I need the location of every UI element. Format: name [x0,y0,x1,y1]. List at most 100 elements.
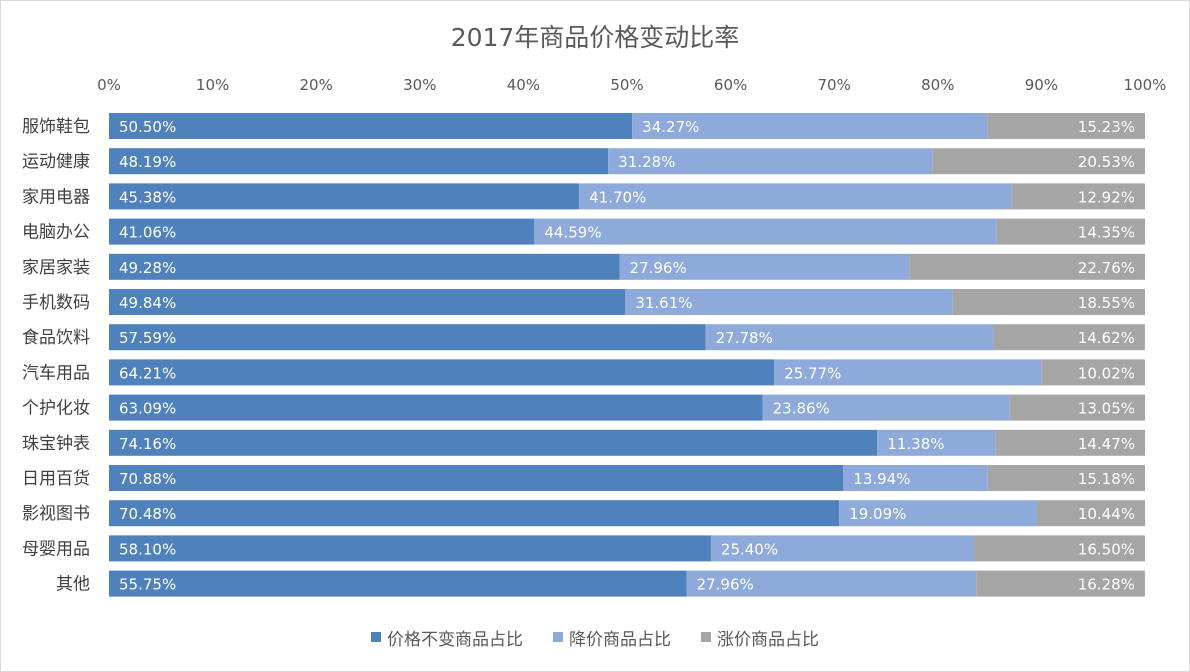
category-label: 家用电器 [22,187,90,207]
data-label: 25.40% [721,540,778,558]
x-tick-label: 70% [818,76,851,94]
bar-segment [534,218,997,245]
bar-segment [109,253,620,280]
bar-segment [109,218,535,245]
x-tick-label: 90% [1025,76,1058,94]
data-label: 23.86% [773,400,830,418]
data-label: 12.92% [1078,188,1135,206]
legend-swatch [371,632,381,642]
bar-segment [686,570,977,597]
data-label: 48.19% [119,153,176,171]
category-label: 日用百货 [22,469,90,489]
bar-segment [109,500,840,527]
data-label: 50.50% [119,118,176,136]
x-tick-label: 80% [921,76,954,94]
bar-segment [839,500,1037,527]
bar-segment [1041,359,1145,386]
bar-segment [1011,183,1145,210]
category-label: 电脑办公 [22,223,90,243]
data-label: 31.28% [618,153,675,171]
data-label: 57.59% [119,329,176,347]
data-label: 25.77% [784,364,841,382]
x-tick-label: 0% [97,76,121,94]
bar-segment [974,535,1145,562]
x-tick-label: 40% [507,76,540,94]
data-label: 55.75% [119,576,176,594]
bars [109,113,1146,597]
data-label: 41.70% [589,188,646,206]
data-label: 13.05% [1078,400,1135,418]
bar-segment [993,324,1145,351]
bar-segment [109,535,711,562]
data-label: 27.78% [716,329,773,347]
bar-segment [705,324,994,351]
legend-swatch [701,632,711,642]
bar-segment [109,570,687,597]
bar-segment [109,324,706,351]
category-label: 运动健康 [22,152,90,172]
legend-swatch [553,632,563,642]
bar-segment [625,289,953,315]
data-label: 34.27% [642,118,699,136]
bar-segment [1036,500,1146,527]
category-label: 其他 [56,575,90,595]
data-label: 64.21% [119,364,176,382]
x-tick-label: 20% [300,76,333,94]
data-label: 70.88% [119,470,176,488]
data-label: 22.76% [1078,259,1135,277]
category-label: 母婴用品 [22,539,90,559]
bar-segment [877,429,996,456]
legend: 价格不变商品占比 降价商品占比 涨价商品占比 [371,630,819,650]
bar-segment [109,183,580,210]
bar-segment [109,289,626,315]
category-label: 手机数码 [22,293,90,313]
data-label: 63.09% [119,400,176,418]
data-label: 18.55% [1078,294,1135,312]
data-labels: 50.50% 34.27% 15.23% 48.19% 31.28% 20.53% 45.3… [119,118,1135,594]
data-label: 14.35% [1078,224,1135,242]
bar-segment [109,148,609,175]
category-label: 家居家装 [22,258,90,278]
legend-label: 涨价商品占比 [717,630,819,650]
category-label: 服饰鞋包 [22,117,90,137]
data-label: 58.10% [119,540,176,558]
data-label: 14.62% [1078,329,1135,347]
bar-segment [774,359,1042,386]
data-label: 31.61% [635,294,692,312]
legend-label: 价格不变商品占比 [387,630,523,650]
data-label: 45.38% [119,188,176,206]
category-label: 食品饮料 [22,328,90,348]
data-label: 16.50% [1078,540,1135,558]
bar-segment [932,148,1145,175]
data-label: 10.44% [1078,505,1135,523]
x-axis-ticks: 0% 10% 20% 30% 40% 50% 60% 70% 80% 90% 100% [97,76,1166,94]
data-label: 27.96% [630,259,687,277]
bar-segment [1009,394,1145,421]
bar-segment [632,113,988,139]
bar-segment [762,394,1010,421]
bar-segment [995,429,1146,456]
data-label: 20.53% [1078,153,1135,171]
category-label: 珠宝钟表 [22,434,90,454]
category-labels: 服饰鞋包运动健康家用电器电脑办公家居家装手机数码食品饮料汽车用品个护化妆珠宝钟表… [22,117,90,595]
data-label: 16.28% [1078,576,1135,594]
data-label: 41.06% [119,224,176,242]
chart-title: 2017年商品价格变动比率 [451,23,740,52]
data-label: 15.23% [1078,118,1135,136]
category-label: 汽车用品 [22,363,90,383]
data-label: 74.16% [119,435,176,453]
data-label: 27.96% [697,576,754,594]
x-tick-label: 50% [610,76,643,94]
bar-segment [109,394,763,421]
bar-segment [909,253,1145,280]
bar-segment [843,465,988,491]
data-label: 70.48% [119,505,176,523]
bar-segment [619,253,910,280]
data-label: 19.09% [849,505,906,523]
data-label: 11.38% [887,435,944,453]
bar-segment [710,535,975,562]
bar-segment [987,113,1145,139]
bar-segment [109,465,844,491]
